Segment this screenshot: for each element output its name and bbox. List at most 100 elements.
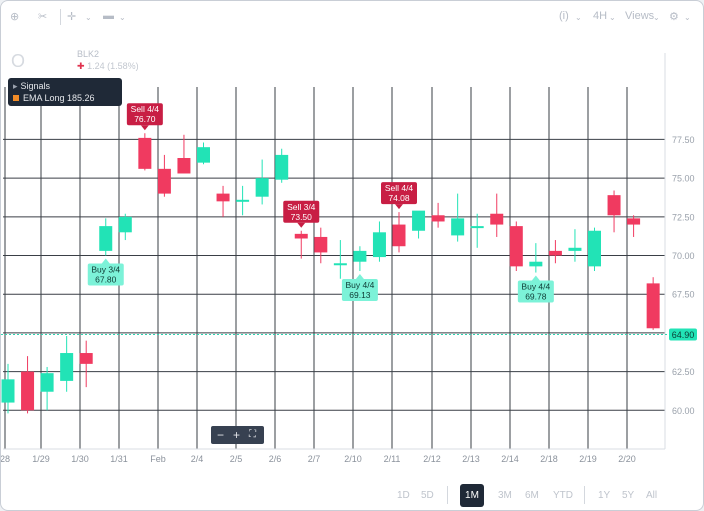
candle-body [157,168,171,194]
signals-legend[interactable]: ▸ Signals EMA Long 185.26 [8,78,122,106]
chevron-down-icon[interactable]: ⌄ [653,13,660,22]
sell-signal-price: 74.08 [388,193,410,203]
candle-body [40,373,54,392]
chevron-down-icon[interactable]: ⌄ [85,13,92,22]
candle-body [451,218,465,236]
x-tick-label: 2/19 [579,454,597,464]
candle-body [627,218,641,225]
sell-signal-pointer [140,125,149,131]
buy-signal-title: Buy 3/4 [91,265,120,275]
chevron-down-icon[interactable]: ⌄ [609,13,616,22]
zoom-out-button[interactable]: − [217,428,225,442]
y-tick-label: 77.50 [672,135,695,145]
gear-icon[interactable]: ⚙ [669,11,679,23]
candle-body [255,178,269,197]
fit-screen-icon[interactable]: ⛶ [249,429,256,440]
x-tick-label: 1/31 [110,454,128,464]
buy-signal-pointer [531,275,540,281]
x-tick-label: 2/7 [308,454,321,464]
toolbar: ⊕ ✂ ✛ ⌄ ▬ ⌄ (i) ⌄ 4H ⌄ Views ⌄ ⚙ ⌄ [1,1,703,35]
range-6m-button[interactable]: 6M [525,490,539,501]
ema-label: EMA Long 185.26 [23,93,95,103]
symbol-change: ✚ 1.24 (1.58%) [77,61,139,72]
candle-body [392,224,406,247]
range-1m-button[interactable]: 1M [460,484,484,507]
ema-legend-row: EMA Long 185.26 [13,93,95,103]
toolbar-divider [60,9,61,25]
range-5d-button[interactable]: 5D [421,490,434,501]
sell-signal-badge [126,103,163,126]
chevron-down-icon[interactable]: ⌄ [575,13,582,22]
sell-signal-price: 73.50 [291,212,313,222]
sell-signal-title: Sell 4/4 [131,104,160,114]
zoom-controls: − + ⛶ [211,426,264,444]
candle-body [353,250,367,262]
sell-signal-pointer [395,204,403,210]
signals-title[interactable]: ▸ Signals [13,81,50,92]
x-tick-label: 2/6 [269,454,282,464]
buy-signal-title: Buy 4/4 [521,282,550,292]
x-tick-label: 2/12 [423,454,441,464]
symbol-subtitle: BLK2 [77,49,100,59]
candle-body [314,236,328,253]
candle-body [333,263,347,266]
x-tick-label: 2/13 [462,454,480,464]
change-value: 1.24 (1.58%) [87,61,139,71]
zoom-in-button[interactable]: + [233,428,241,442]
candle-body [60,353,74,381]
candle-body [294,233,308,239]
sell-signal-title: Sell 3/4 [287,202,316,212]
candle-body [372,232,386,258]
x-tick-label: 2/11 [384,454,401,464]
sell-signal-price: 76.70 [134,114,156,124]
buy-signal-title: Buy 4/4 [345,280,374,290]
plus-icon[interactable]: ✛ [67,11,77,23]
candle-body [118,216,132,233]
candle-body [79,353,93,364]
x-tick-label: 2/4 [191,454,204,464]
sell-signal-title: Sell 4/4 [385,183,414,193]
range-3m-button[interactable]: 3M [498,490,512,501]
view-icon[interactable]: Views [625,10,655,22]
range-1y-button[interactable]: 1Y [598,490,611,501]
symbol-name: Ο [11,51,27,71]
candle-body [21,371,35,411]
candle-body [470,226,484,229]
candle-body [607,195,621,216]
buy-signal-badge [87,263,124,286]
candle-body [216,193,230,202]
range-5y-button[interactable]: 5Y [622,490,635,501]
sell-signal-pointer [297,222,306,228]
buy-signal-price: 67.80 [95,275,117,285]
change-arrow-icon: ✚ [77,61,85,71]
scissors-icon[interactable]: ✂ [38,11,48,23]
candle-body [177,158,191,174]
candle-type-icon[interactable]: ▬ [103,10,114,22]
y-tick-label: 67.50 [672,290,695,300]
chevron-down-icon[interactable]: ⌄ [684,13,691,22]
buy-signal-badge [341,279,378,301]
timeframe-icon[interactable]: 4H [593,10,608,22]
last-price-label: 64.90 [672,330,695,340]
crosshair-icon[interactable]: ⊕ [10,11,20,23]
range-ytd-button[interactable]: YTD [553,490,573,501]
candle-body [99,226,113,251]
x-tick-label: 2/10 [344,454,362,464]
range-all-button[interactable]: All [646,490,658,501]
chevron-down-icon[interactable]: ⌄ [119,13,126,22]
candle-body [588,230,601,267]
candle-body [138,137,152,169]
range-divider [447,486,448,504]
buy-signal-pointer [355,274,364,279]
range-divider [584,486,585,504]
indicator-icon[interactable]: (i) [559,10,569,22]
ema-swatch [13,95,19,101]
range-1d-button[interactable]: 1D [397,490,410,501]
candle-body [275,154,289,180]
signals-title-label: Signals [20,81,51,91]
buy-signal-price: 69.78 [525,292,547,302]
y-tick-label: 72.50 [672,212,695,222]
candle-body [236,199,250,202]
